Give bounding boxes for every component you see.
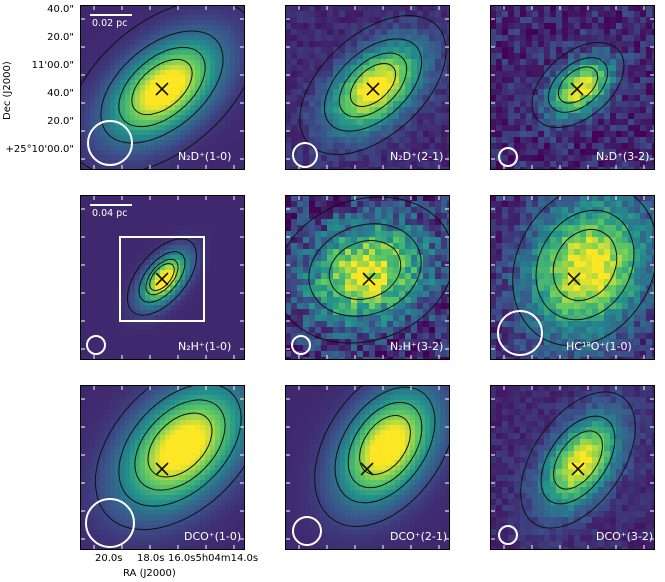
y-tick-label: 11'00.0": [31, 60, 74, 71]
panel-label: N₂D⁺(1-0): [178, 150, 232, 163]
contour-line: [118, 385, 242, 507]
contour-line: [359, 415, 411, 475]
panel-label: N₂D⁺(2-1): [390, 150, 444, 163]
contour-line: [149, 263, 175, 291]
position-marker: [155, 82, 169, 96]
contour-line: [535, 209, 635, 321]
x-tick-label: 18.0s: [137, 553, 165, 564]
position-marker: [571, 462, 585, 476]
position-marker: [570, 82, 584, 96]
contour-line: [138, 251, 186, 303]
x-axis-label: RA (J2000): [123, 568, 176, 579]
intensity-map: [490, 5, 655, 170]
panel-dcop-2-1: [285, 385, 450, 550]
scalebar-label: 0.04 pc: [92, 208, 128, 219]
panel-hc18op-1-0: [490, 195, 655, 360]
contour-line: [349, 63, 397, 107]
panel-frame: [490, 5, 655, 170]
panel-label: DCO⁺(2-1): [390, 530, 448, 543]
y-tick-label: 40.0": [47, 88, 74, 99]
contour-line: [285, 196, 450, 344]
intensity-map: [285, 5, 450, 170]
position-marker: [362, 272, 376, 286]
panel-n2hp-1-0: [80, 195, 245, 360]
panel-dcop-1-0: [80, 385, 245, 550]
panel-frame: [285, 5, 450, 170]
y-tick-label: +25°10'00.0": [5, 144, 74, 155]
panel-frame: [80, 5, 245, 170]
beam-ellipse: [292, 142, 318, 168]
contour-line: [540, 415, 616, 505]
beam-ellipse: [497, 310, 543, 356]
beam-ellipse: [291, 335, 311, 355]
position-marker: [366, 82, 380, 96]
contour-line: [347, 401, 423, 489]
contour-line: [512, 195, 655, 347]
contour-line: [131, 58, 193, 116]
panel-frame: [80, 195, 245, 360]
beam-ellipse: [498, 147, 518, 167]
y-tick-label: 20.0": [47, 32, 74, 43]
beam-ellipse: [498, 525, 518, 545]
contour-line: [323, 38, 423, 132]
panel-frame: [285, 195, 450, 360]
beam-ellipse: [87, 120, 133, 166]
intensity-map: [285, 195, 450, 360]
panel-frame: [490, 385, 655, 550]
contour-line: [147, 412, 213, 478]
panel-label: N₂D⁺(3-2): [596, 150, 650, 163]
panel-n2dp-2-1: [285, 5, 450, 170]
panel-label: N₂H⁺(1-0): [178, 340, 232, 353]
contour-line: [308, 223, 422, 317]
panel-frame: [285, 385, 450, 550]
panel-frame: [490, 195, 655, 360]
contour-line: [553, 430, 603, 490]
beam-ellipse: [292, 516, 322, 546]
intensity-map: [80, 385, 245, 550]
contour-line: [118, 46, 206, 128]
contour-line: [520, 391, 636, 529]
contour-line: [552, 229, 618, 301]
zoom-box: [119, 236, 205, 322]
panel-n2dp-1-0: [80, 5, 245, 170]
panel-n2dp-3-2: [490, 5, 655, 170]
contour-line: [145, 258, 179, 296]
intensity-map: [285, 385, 450, 550]
contour-line: [531, 42, 625, 128]
contour-line: [134, 399, 226, 491]
y-axis-label: Dec (J2000): [2, 61, 13, 120]
contour-line: [126, 238, 198, 316]
panel-label: DCO⁺(1-0): [184, 530, 242, 543]
contour-line: [328, 240, 402, 300]
intensity-map: [490, 195, 655, 360]
contour-line: [338, 52, 408, 118]
panel-label: DCO⁺(3-2): [596, 530, 654, 543]
contour-line: [80, 5, 245, 170]
panel-frame: [80, 385, 245, 550]
contour-line: [334, 386, 436, 504]
position-marker: [360, 462, 374, 476]
contour-line: [314, 385, 450, 527]
y-tick-label: 40.0": [47, 4, 74, 15]
panel-label: HC¹⁸O⁺(1-0): [566, 340, 632, 353]
panel-dcop-3-2: [490, 385, 655, 550]
position-marker: [567, 272, 581, 286]
x-tick-label: 20.0s: [95, 553, 123, 564]
contour-line: [94, 385, 245, 531]
intensity-map: [490, 385, 655, 550]
position-marker: [155, 462, 169, 476]
beam-ellipse: [86, 335, 106, 355]
beam-ellipse: [85, 498, 135, 548]
contour-line: [547, 57, 609, 113]
contour-line: [100, 30, 224, 144]
panel-label: N₂H⁺(3-2): [390, 340, 444, 353]
panel-n2hp-3-2: [285, 195, 450, 360]
position-marker: [155, 272, 169, 286]
contour-line: [557, 66, 599, 104]
y-tick-label: 20.0": [47, 116, 74, 127]
scalebar-label: 0.02 pc: [92, 18, 128, 29]
x-tick-label: 16.0s5h04m14.0s: [168, 553, 259, 564]
